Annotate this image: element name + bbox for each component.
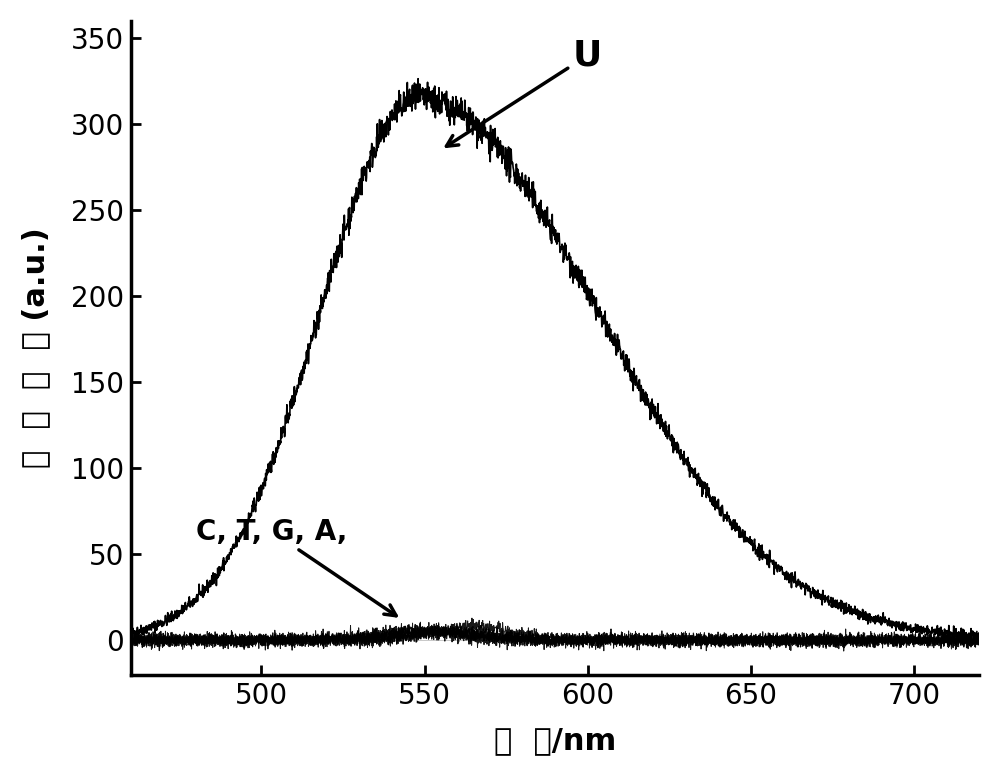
Y-axis label: 荧  光  强  度 (a.u.): 荧 光 强 度 (a.u.) <box>21 227 50 468</box>
Text: U: U <box>446 39 602 146</box>
Text: C, T, G, A,: C, T, G, A, <box>196 518 396 616</box>
X-axis label: 波  长/nm: 波 长/nm <box>494 726 616 755</box>
